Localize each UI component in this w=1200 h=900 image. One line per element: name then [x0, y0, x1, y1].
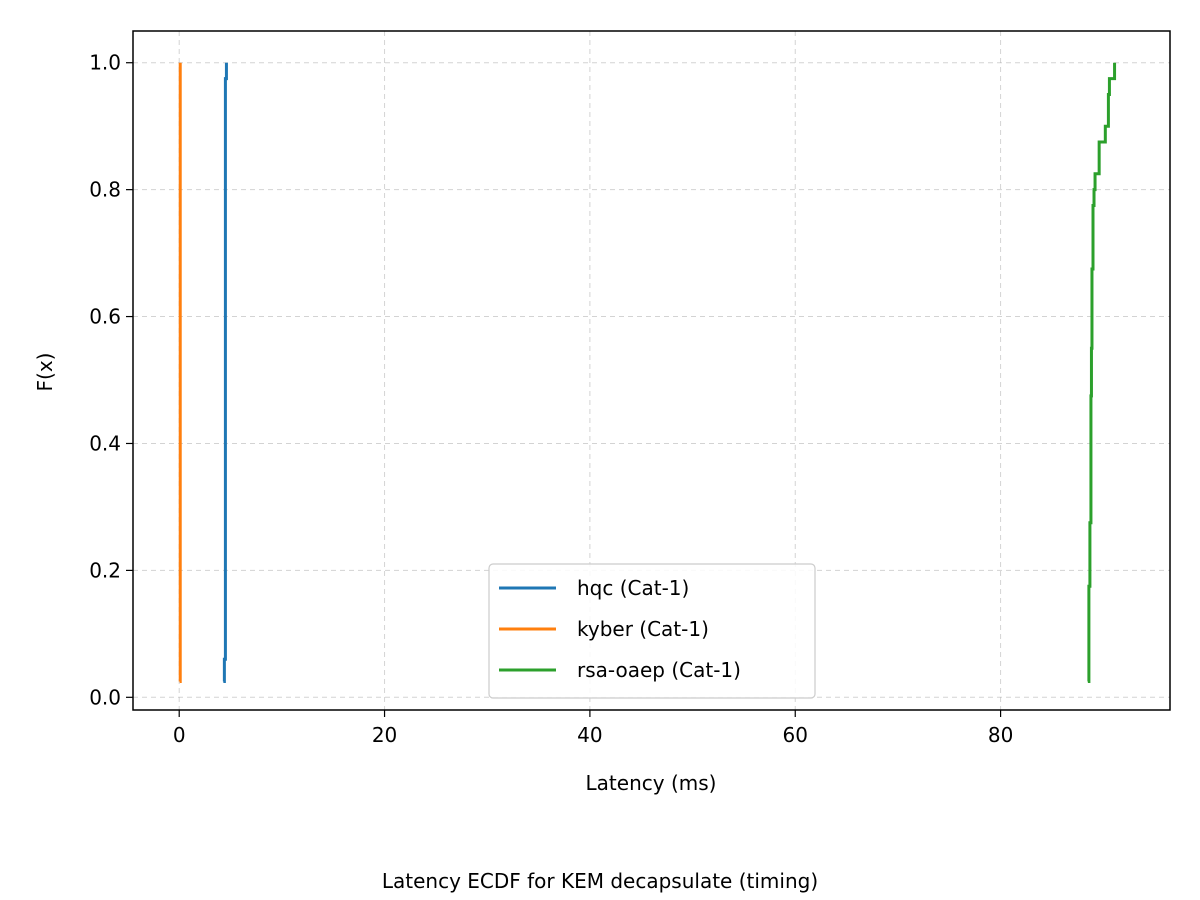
x-tick-label: 40	[577, 723, 602, 747]
x-tick-label: 80	[988, 723, 1013, 747]
y-axis-ticks: 0.0 0.2 0.4 0.6 0.8 1.0	[89, 51, 133, 709]
chart-caption: Latency ECDF for KEM decapsulate (timing…	[382, 869, 818, 893]
x-tick-label: 0	[173, 723, 186, 747]
x-tick-label: 60	[783, 723, 808, 747]
legend-label-hqc-cat-1: hqc (Cat-1)	[577, 576, 689, 600]
y-tick-label: 0.8	[89, 178, 121, 202]
legend-label-kyber-cat-1: kyber (Cat-1)	[577, 617, 709, 641]
series-group	[178, 62, 1117, 683]
y-tick-label: 0.0	[89, 685, 121, 709]
x-axis-ticks: 0 20 40 60 80	[173, 710, 1013, 747]
legend-label-rsa-oaep-cat-1: rsa-oaep (Cat-1)	[577, 658, 741, 682]
y-axis-label: F(x)	[33, 353, 57, 392]
x-axis-label: Latency (ms)	[586, 771, 717, 795]
legend-box	[488, 563, 816, 699]
legend: hqc (Cat-1) kyber (Cat-1) rsa-oaep (Cat-1)	[488, 563, 816, 699]
series-line-kyber-cat-1	[178, 62, 182, 683]
series-line-hqc-cat-1	[222, 62, 228, 683]
plot-frame	[132, 30, 1171, 711]
y-tick-label: 0.6	[89, 305, 121, 329]
series-line-rsa-oaep-cat-1	[1087, 62, 1117, 683]
x-tick-label: 20	[372, 723, 397, 747]
y-tick-label: 0.4	[89, 431, 121, 455]
y-tick-label: 0.2	[89, 558, 121, 582]
y-tick-label: 1.0	[89, 51, 121, 75]
grid	[133, 31, 1170, 710]
